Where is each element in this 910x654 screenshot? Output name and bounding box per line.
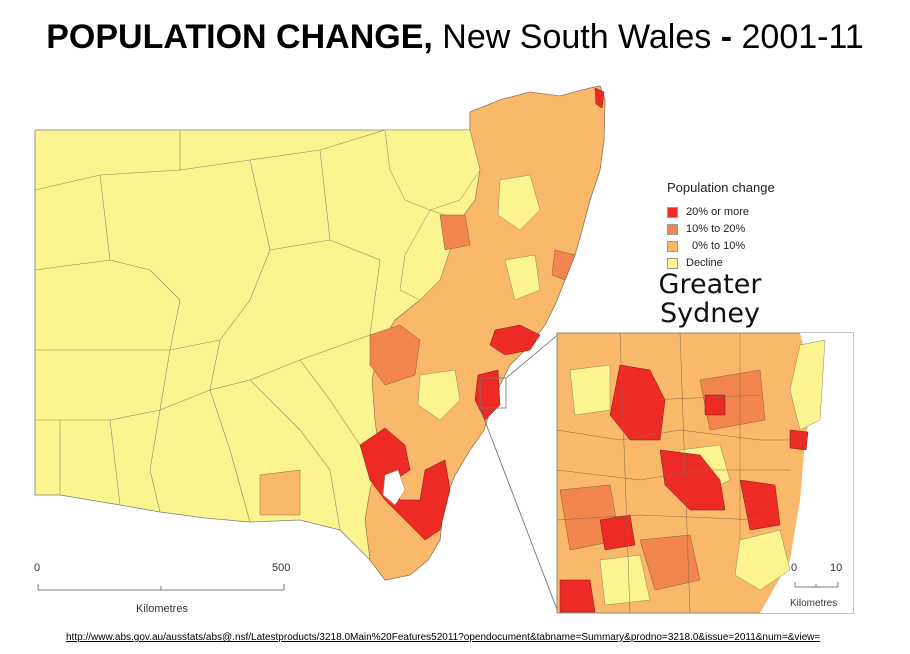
inset-scale-bar — [794, 582, 839, 588]
inset-red-2 — [659, 449, 726, 511]
legend-label: Decline — [686, 257, 723, 269]
region-red-sydney — [474, 369, 501, 421]
inset-mid-3 — [639, 534, 701, 591]
inset-red-6 — [704, 394, 726, 416]
sydney-inset — [556, 332, 854, 614]
inset-label-line2: Sydney — [660, 298, 760, 329]
legend-swatch — [667, 223, 678, 235]
region-red-central-coast — [489, 324, 541, 356]
region-east-orange — [364, 85, 606, 581]
legend-swatch — [667, 240, 678, 252]
region-red-north — [594, 87, 605, 109]
title-bold: POPULATION CHANGE, — [46, 18, 433, 56]
legend-item-decline: Decline — [667, 257, 723, 270]
legend-label: 10% to 20% — [686, 223, 746, 235]
main-scale-bar — [37, 584, 285, 591]
inset-connector-top — [505, 332, 561, 379]
scale-inset-unit: Kilometres — [790, 598, 838, 609]
inset-red-1 — [609, 364, 666, 441]
inset-red-4 — [559, 579, 596, 613]
title-dash: - — [720, 18, 733, 56]
inset-yellow-1 — [789, 339, 826, 431]
inset-label-line1: Greater — [658, 269, 762, 300]
region-east-mid-4 — [551, 249, 576, 281]
region-east-mid-1 — [369, 324, 421, 386]
legend-label: 20% or more — [686, 206, 749, 218]
inset-boundaries — [556, 332, 800, 614]
region-east-yellow-5 — [504, 254, 541, 301]
page-title: POPULATION CHANGE, New South Wales - 200… — [0, 18, 910, 57]
region-red-canberra — [359, 427, 451, 541]
inset-red-5 — [599, 514, 636, 551]
inset-yellow-2 — [569, 364, 611, 416]
inset-red-3 — [739, 479, 781, 531]
inset-sea — [760, 333, 853, 613]
region-east-yellow-3 — [497, 174, 541, 231]
region-east-mid-3 — [259, 469, 301, 516]
inset-yellow-4 — [734, 529, 791, 591]
title-years: 2001-11 — [741, 18, 864, 56]
scale-inset-end: 10 — [830, 562, 843, 574]
legend-swatch — [667, 257, 678, 269]
scale-main-end: 500 — [272, 562, 291, 574]
legend-title: Population change — [667, 180, 775, 195]
region-east-yellow-4 — [417, 369, 461, 421]
scale-inset-start: 0 — [791, 562, 798, 574]
title-region: New South Wales — [442, 18, 712, 56]
scale-main-unit: Kilometres — [136, 603, 188, 615]
legend-label: 0% to 10% — [692, 240, 746, 252]
legend-item-20-plus: 20% or more — [667, 206, 749, 219]
inset-yellow-5 — [599, 554, 651, 606]
inset-connector-bottom — [479, 407, 559, 613]
lga-boundaries — [34, 129, 386, 531]
legend-item-10-20: 10% to 20% — [667, 223, 745, 236]
inset-label: Greater Sydney — [640, 270, 780, 328]
region-white-act — [382, 469, 406, 506]
scale-main-start: 0 — [34, 562, 41, 574]
legend-item-0-10: 0% to 10% — [667, 240, 745, 253]
source-link[interactable]: http://www.abs.gov.au/ausstats/abs@.nsf/… — [66, 632, 821, 643]
region-east-yellow-1 — [384, 129, 481, 211]
region-east-mid-2 — [439, 214, 471, 251]
legend-swatch — [667, 206, 678, 218]
sydney-highlight-box — [479, 377, 507, 409]
